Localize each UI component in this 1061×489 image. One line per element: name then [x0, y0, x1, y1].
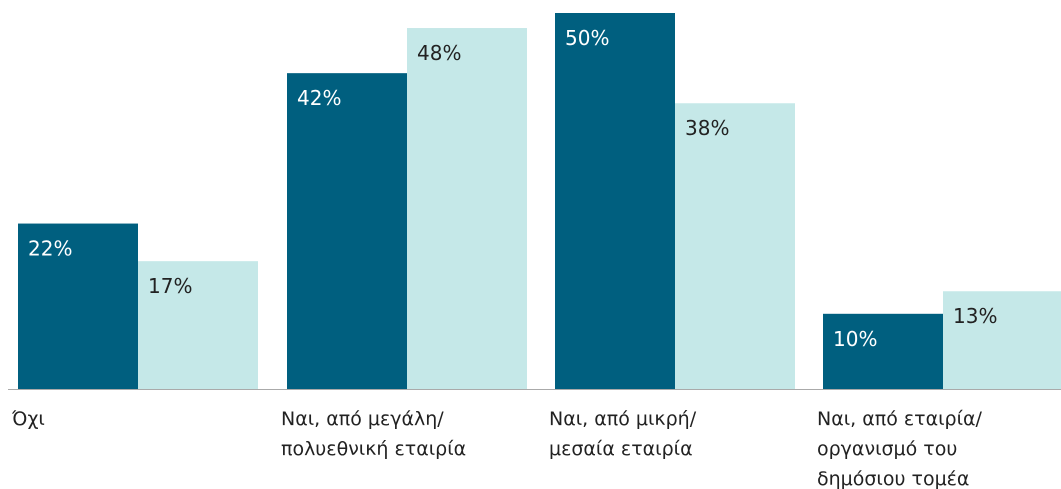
bar-s1-c1: [18, 223, 138, 389]
bar-s2-c3: [675, 103, 795, 390]
bar-s2-c2: [407, 28, 527, 389]
category-label-3-line-2: μεσαία εταιρία: [549, 438, 693, 460]
category-label-4-line-2: οργανισμό του: [817, 438, 957, 460]
category-label-4-line-1: Ναι, από εταιρία/: [817, 408, 983, 430]
bar-s1-c2: [287, 73, 407, 389]
bar-s1-c4: [823, 313, 943, 389]
bar-s2-c4: [943, 291, 1061, 389]
data-label-s1-c4: 10%: [833, 327, 877, 351]
category-label-3-line-1: Ναι, από μικρή/: [549, 408, 697, 430]
bar-s1-c3: [555, 13, 675, 389]
data-label-s1-c1: 22%: [28, 237, 72, 261]
data-label-s1-c3: 50%: [565, 26, 609, 50]
category-label-2-line-2: πολυεθνική εταιρία: [281, 438, 466, 460]
bar-s2-c1: [138, 261, 258, 389]
data-label-s1-c2: 42%: [297, 86, 341, 110]
data-label-s2-c1: 17%: [148, 274, 192, 298]
category-label-4-line-3: δημόσιου τομέα: [817, 468, 969, 489]
data-label-s2-c4: 13%: [953, 304, 997, 328]
data-label-s2-c2: 48%: [417, 41, 461, 65]
category-label-1-line-1: Όχι: [11, 408, 45, 430]
category-label-2-line-1: Ναι, από μεγάλη/: [281, 408, 444, 430]
data-label-s2-c3: 38%: [685, 116, 729, 140]
